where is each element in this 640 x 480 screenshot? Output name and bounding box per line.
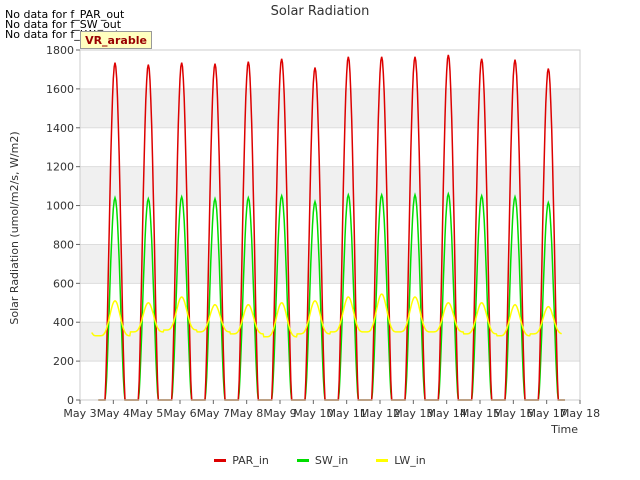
background-band xyxy=(80,283,580,323)
legend: PAR_in SW_in LW_in xyxy=(0,454,640,467)
background-band xyxy=(80,361,580,400)
x-tick-label: May 5 xyxy=(130,407,163,420)
y-tick-label: 600 xyxy=(53,277,74,290)
x-tick-label: May 14 xyxy=(427,407,467,420)
no-data-message-1: No data for f_PAR_out xyxy=(5,8,125,21)
x-tick-label: May 11 xyxy=(327,407,367,420)
y-tick-label: 800 xyxy=(53,238,74,251)
legend-swatch-lw xyxy=(376,459,389,462)
x-tick-label: May 16 xyxy=(493,407,533,420)
legend-label-sw: SW_in xyxy=(314,454,349,467)
x-tick-label: May 8 xyxy=(230,407,263,420)
background-band xyxy=(80,205,580,245)
x-tick-label: May 10 xyxy=(293,407,333,420)
legend-item-lw: LW_in xyxy=(376,454,426,467)
y-tick-label: 1800 xyxy=(46,44,74,57)
y-tick-label: 1400 xyxy=(46,122,74,135)
x-tick-label: May 6 xyxy=(163,407,196,420)
x-tick-label: May 4 xyxy=(97,407,130,420)
x-tick-label: May 7 xyxy=(197,407,230,420)
background-band xyxy=(80,166,580,206)
x-tick-label: May 18 xyxy=(560,407,600,420)
background-bands xyxy=(80,50,580,400)
background-band xyxy=(80,88,580,128)
legend-label-lw: LW_in xyxy=(394,454,426,467)
y-tick-label: 1200 xyxy=(46,161,74,174)
y-tick-label: 0 xyxy=(67,394,74,407)
no-data-message-3: No data for f_LW_out xyxy=(5,28,120,41)
background-band xyxy=(80,50,580,89)
no-data-message-2: No data for f_SW_out xyxy=(5,18,122,31)
y-tick-label: 400 xyxy=(53,316,74,329)
x-tick-label: May 3 xyxy=(63,407,96,420)
y-axis-label: Solar Radiation (umol/m2/s, W/m2) xyxy=(8,131,21,324)
legend-swatch-par xyxy=(214,459,227,462)
x-tick-label: May 12 xyxy=(360,407,400,420)
chart-title: Solar Radiation xyxy=(270,4,370,19)
x-tick-label: May 13 xyxy=(393,407,433,420)
plot-frame xyxy=(79,49,581,401)
series-line-lw-in xyxy=(91,293,562,338)
background-band xyxy=(80,127,580,167)
legend-label-par: PAR_in xyxy=(232,454,269,467)
vr-label-box: VR_arable xyxy=(80,31,152,49)
legend-swatch-sw xyxy=(296,459,309,462)
legend-item-par: PAR_in xyxy=(214,454,269,467)
x-tick-label: May 17 xyxy=(527,407,567,420)
y-tick-label: 1000 xyxy=(46,200,74,213)
legend-item-sw: SW_in xyxy=(296,454,349,467)
y-tick-label: 200 xyxy=(53,355,74,368)
background-band xyxy=(80,322,580,362)
x-axis-label: Time xyxy=(550,423,578,436)
x-tick-label: May 9 xyxy=(263,407,296,420)
x-tick-label: May 15 xyxy=(460,407,500,420)
y-axis-ticks: 0 200 400 600 800 1000 1200 1400 1600 1800 xyxy=(46,44,80,407)
background-band xyxy=(80,244,580,284)
y-tick-label: 1600 xyxy=(46,83,74,96)
